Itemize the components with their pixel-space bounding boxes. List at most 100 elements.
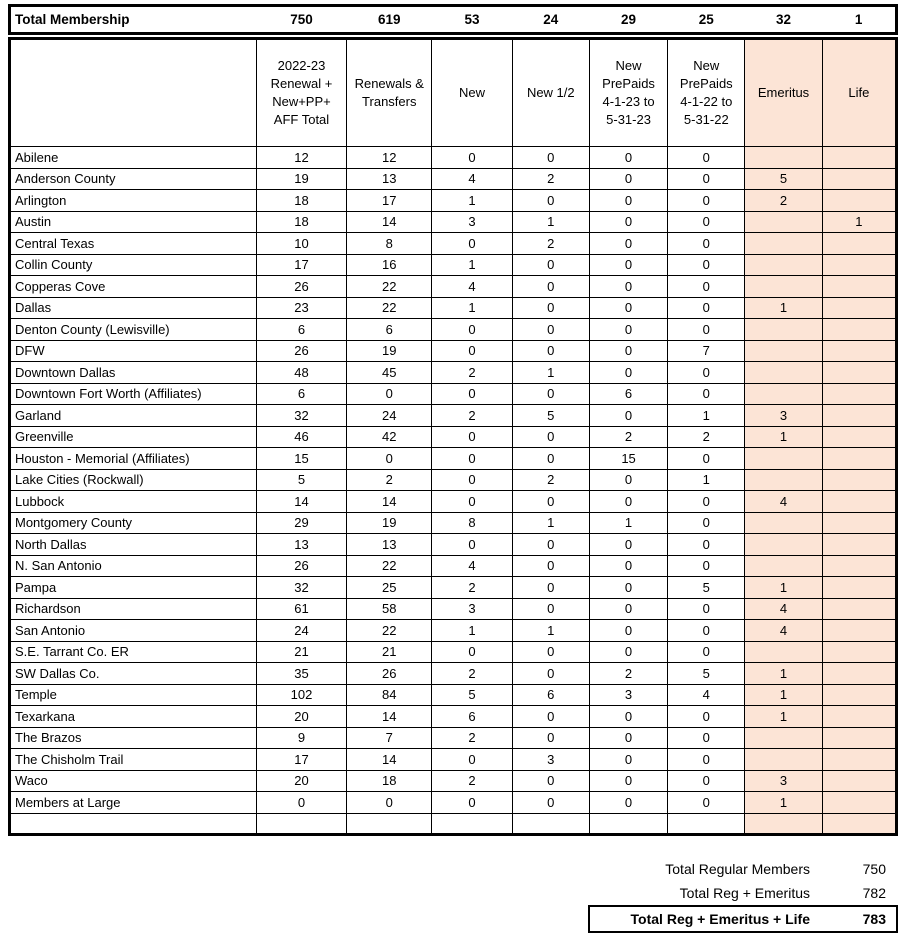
value-cell: 35 xyxy=(255,662,348,685)
value-cell: 22 xyxy=(346,554,433,577)
value-cell: 0 xyxy=(588,404,669,427)
value-cell: 0 xyxy=(431,425,513,448)
column-header-line: Transfers xyxy=(362,94,417,109)
value-cell: 4 xyxy=(431,167,513,190)
value-cell: 0 xyxy=(667,361,746,384)
value-cell: 1 xyxy=(511,619,590,642)
value-cell xyxy=(821,597,898,620)
table-row: Greenville 46 42 0 0 2 2 1 xyxy=(9,425,898,448)
chapter-name-cell: The Brazos xyxy=(9,726,257,749)
chapter-name-cell: S.E. Tarrant Co. ER xyxy=(9,640,257,663)
value-cell: 0 xyxy=(667,791,746,814)
column-header-line: New xyxy=(615,58,642,73)
table-row: SW Dallas Co. 35 26 2 0 2 5 1 xyxy=(9,662,898,685)
column-header: New xyxy=(431,38,513,147)
value-cell: 12 xyxy=(346,146,433,169)
table-row: Austin 18 14 3 1 0 0 1 xyxy=(9,210,898,233)
value-cell xyxy=(744,812,823,835)
value-cell: 5 xyxy=(667,576,746,599)
value-cell xyxy=(744,554,823,577)
value-cell: 5 xyxy=(744,167,823,190)
value-cell: 4 xyxy=(744,490,823,513)
table-row: Copperas Cove 26 22 4 0 0 0 xyxy=(9,275,898,298)
value-cell: 0 xyxy=(511,769,590,792)
column-header-line: New xyxy=(693,58,720,73)
value-cell: 12 xyxy=(255,146,348,169)
chapter-name-cell: Garland xyxy=(9,404,257,427)
value-cell: 0 xyxy=(511,318,590,341)
value-cell: 19 xyxy=(346,339,433,362)
table-row: Dallas 23 22 1 0 0 0 1 xyxy=(9,296,898,319)
value-cell: 18 xyxy=(346,769,433,792)
value-cell: 20 xyxy=(255,705,348,728)
value-cell: 6 xyxy=(346,318,433,341)
value-cell: 1 xyxy=(511,361,590,384)
value-cell: 10 xyxy=(255,232,348,255)
value-cell: 32 xyxy=(255,404,348,427)
value-cell: 0 xyxy=(511,533,590,556)
corner-cell xyxy=(9,38,257,147)
value-cell: 4 xyxy=(667,683,746,706)
total-membership-value: 750 xyxy=(290,12,313,27)
value-cell xyxy=(821,167,898,190)
value-cell: 2 xyxy=(431,404,513,427)
value-cell: 0 xyxy=(588,189,669,212)
chapter-name-cell: The Chisholm Trail xyxy=(9,748,257,771)
value-cell: 3 xyxy=(431,210,513,233)
value-cell: 21 xyxy=(255,640,348,663)
column-header-line: 5-31-22 xyxy=(683,112,729,127)
value-cell xyxy=(821,447,898,470)
total-membership-value: 29 xyxy=(621,12,637,27)
value-cell: 0 xyxy=(588,232,669,255)
column-header-line: Renewal + xyxy=(270,76,333,91)
value-cell: 1 xyxy=(431,189,513,212)
value-cell: 0 xyxy=(588,619,669,642)
value-cell: 0 xyxy=(588,597,669,620)
column-header-line: PrePaids xyxy=(679,76,733,91)
value-cell: 0 xyxy=(346,447,433,470)
value-cell: 0 xyxy=(667,232,746,255)
chapter-name-cell: Texarkana xyxy=(9,705,257,728)
chapter-name-cell: Copperas Cove xyxy=(9,275,257,298)
value-cell xyxy=(821,662,898,685)
value-cell: 0 xyxy=(511,447,590,470)
table-row: Denton County (Lewisville) 6 6 0 0 0 0 xyxy=(9,318,898,341)
column-header: New 1/2 xyxy=(511,38,590,147)
value-cell: 0 xyxy=(511,339,590,362)
value-cell: 42 xyxy=(346,425,433,448)
table-row: DFW 26 19 0 0 0 7 xyxy=(9,339,898,362)
column-header-line: 4-1-22 to xyxy=(680,94,733,109)
value-cell: 0 xyxy=(511,189,590,212)
value-cell: 0 xyxy=(667,189,746,212)
value-cell: 2 xyxy=(588,662,669,685)
table-row: Members at Large 0 0 0 0 0 0 1 xyxy=(9,791,898,814)
value-cell xyxy=(821,511,898,534)
table-row: Abilene 12 12 0 0 0 0 xyxy=(9,146,898,169)
value-cell xyxy=(346,812,433,835)
column-header: New PrePaids 4-1-23 to 5-31-23 xyxy=(588,38,669,147)
chapter-name-cell: Lake Cities (Rockwall) xyxy=(9,468,257,491)
value-cell: 0 xyxy=(431,490,513,513)
table-row: Central Texas 10 8 0 2 0 0 xyxy=(9,232,898,255)
value-cell: 24 xyxy=(346,404,433,427)
table-row: Pampa 32 25 2 0 0 5 1 xyxy=(9,576,898,599)
value-cell: 32 xyxy=(255,576,348,599)
value-cell: 0 xyxy=(511,662,590,685)
value-cell xyxy=(744,339,823,362)
summary-value: 750 xyxy=(862,860,886,877)
column-header-line: 5-31-23 xyxy=(606,112,651,127)
value-cell: 1 xyxy=(511,210,590,233)
value-cell: 0 xyxy=(511,597,590,620)
value-cell: 0 xyxy=(667,382,746,405)
table-row: Lake Cities (Rockwall) 5 2 0 2 0 1 xyxy=(9,468,898,491)
value-cell: 17 xyxy=(346,189,433,212)
value-cell: 13 xyxy=(346,167,433,190)
value-cell: 26 xyxy=(346,662,433,685)
value-cell: 0 xyxy=(588,769,669,792)
value-cell xyxy=(821,748,898,771)
value-cell xyxy=(744,511,823,534)
value-cell: 1 xyxy=(744,662,823,685)
value-cell: 13 xyxy=(255,533,348,556)
chapter-name-cell: Collin County xyxy=(9,253,257,276)
